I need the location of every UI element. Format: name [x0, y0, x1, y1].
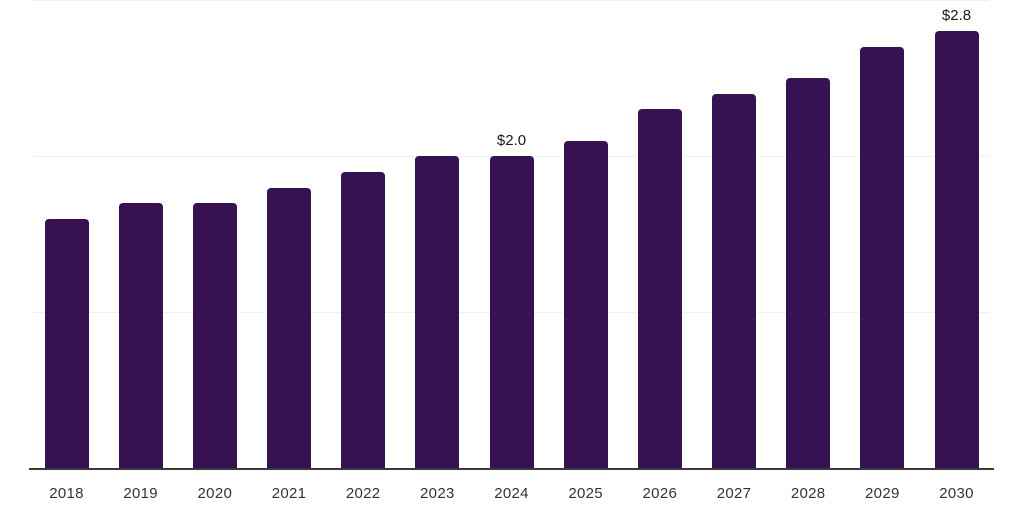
x-axis-label-2020: 2020	[197, 485, 233, 502]
bar-2026	[637, 109, 682, 469]
bar-2018	[44, 218, 89, 469]
x-axis-label-2021: 2021	[271, 485, 307, 502]
bar-2022	[341, 171, 386, 469]
bar-2024	[489, 156, 534, 469]
x-axis-label-2026: 2026	[642, 485, 678, 502]
data-label-2030: $2.8	[941, 7, 972, 25]
plot-area	[30, 0, 994, 469]
x-axis-label-2028: 2028	[790, 485, 826, 502]
bar-2021	[267, 187, 311, 469]
bar-2023	[415, 156, 460, 469]
bar-2025	[563, 140, 608, 469]
x-axis-label-2019: 2019	[123, 485, 158, 502]
gridline-3	[33, 0, 990, 1]
data-label-2024: $2.0	[496, 132, 527, 150]
x-axis-label-2018: 2018	[49, 485, 84, 502]
bar-2020	[192, 203, 237, 469]
x-axis-line	[29, 468, 994, 470]
x-axis-label-2027: 2027	[716, 485, 752, 502]
x-axis-label-2022: 2022	[345, 485, 381, 502]
x-axis-label-2024: 2024	[494, 485, 529, 502]
bar-2030	[934, 31, 979, 469]
x-axis-label-2030: 2030	[939, 485, 974, 502]
x-axis-label-2023: 2023	[420, 485, 455, 502]
bar-2019	[118, 203, 163, 469]
bar-2028	[786, 78, 831, 469]
x-axis-label-2025: 2025	[568, 485, 603, 502]
bar-2029	[860, 46, 905, 469]
bar-2027	[712, 93, 756, 469]
gridline-2	[33, 155, 990, 157]
x-axis-label-2029: 2029	[865, 485, 900, 502]
